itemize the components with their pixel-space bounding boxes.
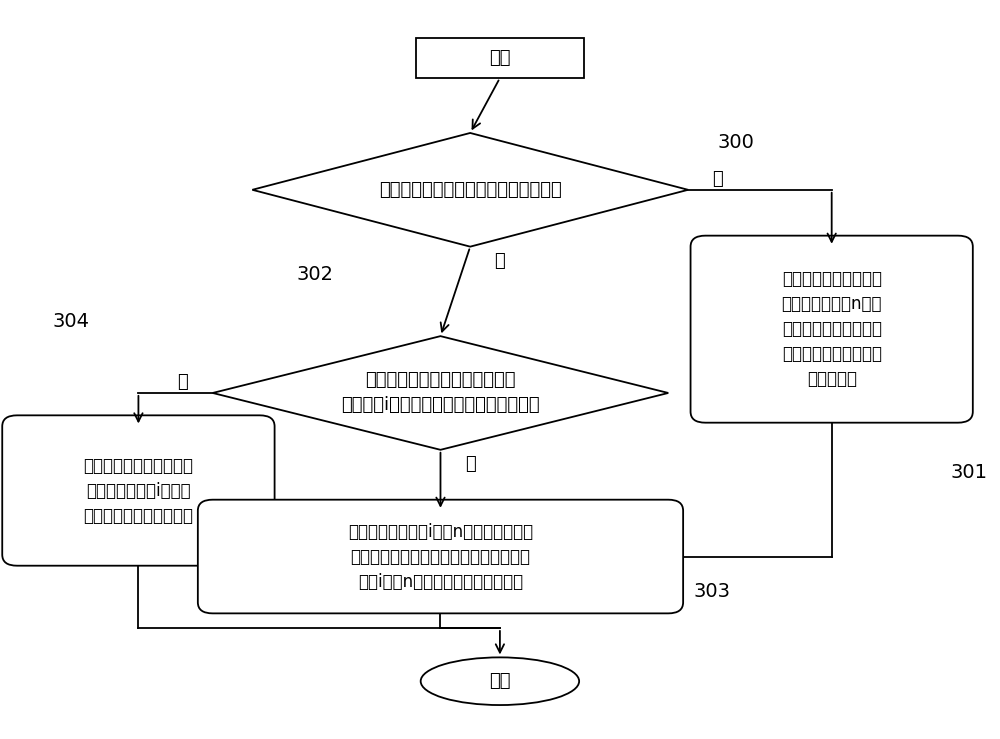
Ellipse shape [421,658,579,705]
Text: 303: 303 [693,582,730,601]
FancyBboxPatch shape [2,415,275,565]
Text: 否: 否 [465,455,476,474]
Text: 否: 否 [495,252,505,270]
Polygon shape [213,336,668,450]
Text: 开始: 开始 [489,49,511,67]
Text: 302: 302 [297,265,334,284]
Text: 第二排队单元的第i至第n个滑动窗口数据
缓存单元的数据顺序更新到第一排队单元
的第i至第n个滑动窗口数据缓存单元: 第二排队单元的第i至第n个滑动窗口数据 缓存单元的数据顺序更新到第一排队单元 的… [348,522,533,590]
Text: 最新输入数据存入第一排
队处理单元的第i个滑动
窗口数据缓存单元的数据: 最新输入数据存入第一排 队处理单元的第i个滑动 窗口数据缓存单元的数据 [83,457,193,525]
Text: 301: 301 [951,463,988,482]
Text: 是: 是 [178,373,188,391]
FancyBboxPatch shape [691,236,973,423]
Text: 判断最新输入数据是否使原有排序有效: 判断最新输入数据是否使原有排序有效 [379,181,562,199]
Text: 300: 300 [718,132,755,151]
Text: 最新输入数据和第二排
队处理单元除第n个滑
动窗口数据缓存单元的
数据按顺序更新到第一
排序单元中: 最新输入数据和第二排 队处理单元除第n个滑 动窗口数据缓存单元的 数据按顺序更新… [781,270,882,388]
FancyBboxPatch shape [198,500,683,613]
Text: 结束: 结束 [489,672,511,690]
FancyBboxPatch shape [416,38,584,78]
Polygon shape [252,133,688,247]
Text: 最新输入数据大于等于第二排队
单元的第i个滑动窗口数据缓存单元的数据: 最新输入数据大于等于第二排队 单元的第i个滑动窗口数据缓存单元的数据 [341,372,540,415]
Text: 是: 是 [712,170,723,188]
Text: 304: 304 [52,313,89,331]
